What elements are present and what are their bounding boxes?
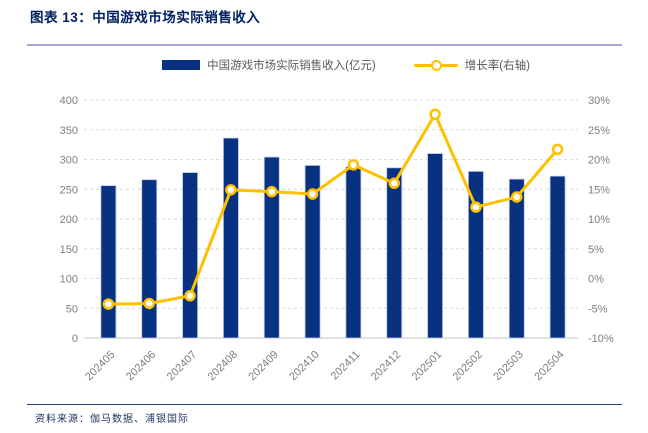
legend-item-growth: 增长率(右轴) — [413, 57, 530, 73]
x-axis-label-202412: 202412 — [369, 349, 403, 383]
bar-202407 — [182, 172, 198, 339]
x-axis-label-202406: 202406 — [124, 349, 158, 383]
chart-plot-area: 400 30% 350 25% 300 20% 250 15% 200 10% 150 5% 100 0%… — [0, 90, 648, 410]
x-axis-label-202504: 202504 — [532, 349, 566, 383]
x-axis-label-202409: 202409 — [246, 349, 280, 383]
x-axis-label-202502: 202502 — [451, 349, 485, 383]
bar-series-swatch-icon — [162, 60, 201, 70]
marker-202409 — [266, 185, 278, 198]
left-axis-tick-label: 300 — [60, 155, 78, 167]
marker-202408 — [225, 184, 237, 196]
bar-202405 — [100, 185, 117, 339]
right-axis-tick-label: 30% — [588, 95, 610, 107]
bar-202409 — [263, 156, 280, 339]
left-axis-tick-label: 100 — [60, 274, 78, 286]
right-axis-tick-label: 15% — [588, 184, 610, 196]
right-axis-tick-label: 20% — [588, 155, 610, 167]
marker-202407 — [184, 290, 196, 302]
bar-202503 — [508, 178, 525, 339]
left-axis-tick-label: 150 — [60, 244, 78, 256]
bar-202408 — [223, 137, 239, 339]
left-axis-tick-label: 50 — [66, 303, 78, 315]
bar-202406 — [141, 179, 158, 339]
marker-202503 — [511, 191, 523, 203]
legend-item-revenue: 中国游戏市场实际销售收入(亿元) — [162, 57, 376, 73]
right-axis-tick-label: 25% — [588, 125, 610, 137]
growth-line — [106, 112, 560, 306]
combo-chart-svg: 400 30% 350 25% 300 20% 250 15% 200 10% 150 5% 100 0%… — [60, 95, 614, 383]
marker-202410 — [306, 188, 319, 200]
marker-202502 — [470, 201, 482, 213]
footer-divider — [27, 404, 622, 405]
x-axis-label-202408: 202408 — [206, 349, 240, 383]
bar-202410 — [304, 165, 321, 339]
marker-202406 — [143, 297, 155, 310]
chart-legend: 中国游戏市场实际销售收入(亿元) 增长率(右轴) — [0, 57, 648, 73]
marker-202501 — [429, 108, 441, 121]
x-axis-label-202410: 202410 — [287, 349, 321, 383]
source-note: 资料来源：伽马数据、浦银国际 — [35, 414, 189, 425]
x-axis-label-202503: 202503 — [491, 349, 525, 383]
line-series-swatch-icon — [413, 59, 458, 71]
marker-202412 — [388, 177, 400, 190]
left-axis-tick-label: 350 — [60, 125, 78, 137]
right-axis-tick-label: 5% — [588, 244, 604, 256]
bar-202412 — [386, 167, 403, 339]
right-axis-tick-label: 0% — [588, 274, 604, 286]
x-axis-label-202405: 202405 — [83, 349, 117, 383]
chart-title: 图表 13：中国游戏市场实际销售收入 — [30, 10, 261, 25]
left-axis-tick-label: 200 — [60, 214, 78, 226]
right-axis-tick-label: -10% — [588, 333, 614, 345]
right-axis-tick-label: -5% — [588, 303, 608, 315]
bar-202504 — [549, 175, 566, 339]
x-axis-label-202407: 202407 — [165, 349, 199, 383]
marker-202411 — [347, 159, 360, 171]
bar-202502 — [468, 171, 484, 339]
title-divider — [27, 44, 622, 46]
x-axis-label-202411: 202411 — [329, 349, 363, 383]
marker-202405 — [102, 298, 115, 310]
right-axis-tick-label: 10% — [588, 214, 610, 226]
bar-202411 — [345, 166, 362, 339]
marker-202504 — [551, 143, 564, 156]
bar-202501 — [427, 153, 443, 339]
left-axis-tick-label: 400 — [60, 95, 78, 107]
legend-label-growth: 增长率(右轴) — [464, 60, 530, 72]
left-axis-tick-label: 0 — [72, 333, 78, 345]
x-axis-label-202501: 202501 — [410, 349, 444, 383]
left-axis-tick-label: 250 — [60, 184, 78, 196]
legend-label-revenue: 中国游戏市场实际销售收入(亿元) — [207, 60, 376, 72]
